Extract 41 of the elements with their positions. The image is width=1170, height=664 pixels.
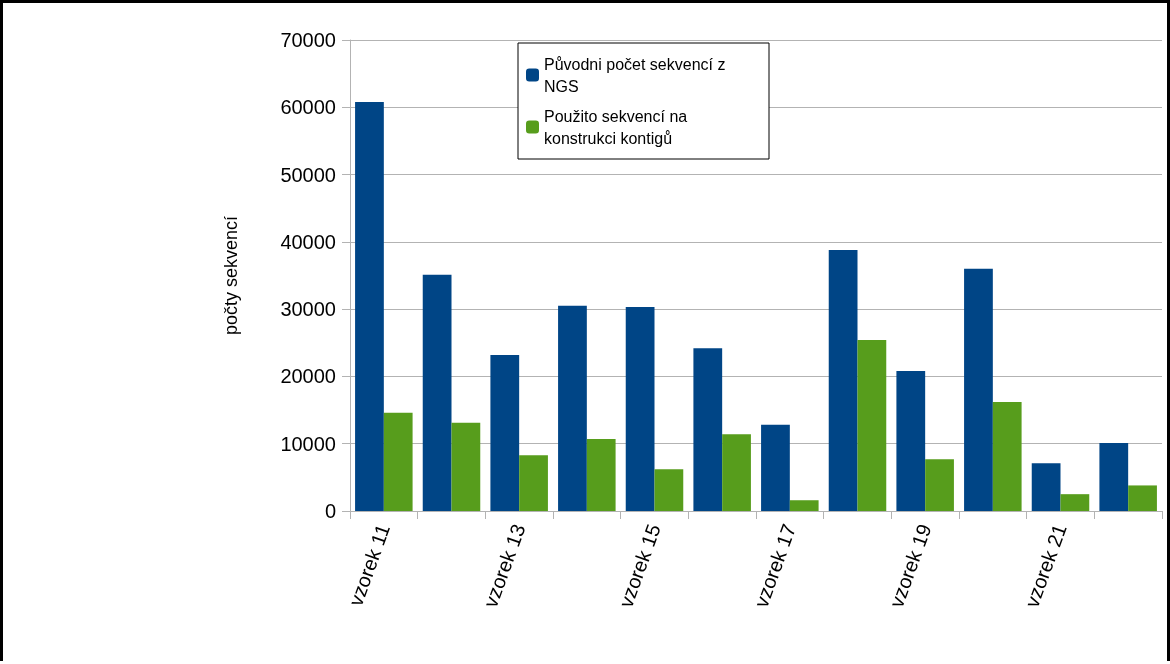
y-axis-title: počty sekvencí [221, 215, 241, 336]
bar [925, 459, 954, 511]
bar [586, 439, 616, 511]
y-tick-label: 0 [324, 500, 336, 522]
bar [722, 434, 751, 511]
bar [355, 101, 384, 511]
x-tick-label: vzorek 21 [1020, 521, 1071, 611]
legend-label: Použito sekvencí na konstrukci kontigů [544, 107, 692, 147]
bar [1099, 443, 1129, 511]
bar [789, 500, 819, 511]
y-tick-label: 50000 [280, 163, 336, 186]
bar [1128, 485, 1157, 511]
bar [857, 340, 887, 511]
bar [964, 268, 993, 511]
x-tick-label: vzorek 11 [344, 521, 395, 609]
bar [693, 348, 723, 511]
y-tick-label: 60000 [280, 96, 336, 119]
bar [625, 307, 655, 511]
bar [451, 422, 481, 511]
bar [519, 455, 548, 511]
bar [558, 305, 587, 511]
legend-label: Původni počet sekvencí z NGS [544, 55, 730, 95]
bar [761, 424, 790, 511]
x-tick-label: vzorek 17 [749, 521, 801, 611]
bar [490, 354, 520, 511]
x-tick-label: vzorek 19 [885, 521, 936, 611]
bar [383, 412, 413, 511]
bar [1060, 494, 1090, 511]
bar [1031, 463, 1061, 511]
y-tick-label: 20000 [280, 365, 336, 388]
bar [422, 274, 452, 511]
x-tick-label: vzorek 15 [614, 521, 665, 611]
y-tick-label: 40000 [280, 230, 336, 253]
y-tick-label: 70000 [280, 29, 336, 51]
bar [992, 402, 1022, 511]
bar [896, 371, 926, 511]
x-tick-label: vzorek 13 [479, 521, 530, 611]
y-tick-label: 10000 [280, 432, 336, 455]
bar [828, 249, 858, 511]
y-tick-label: 30000 [280, 298, 336, 321]
bar [654, 469, 684, 511]
